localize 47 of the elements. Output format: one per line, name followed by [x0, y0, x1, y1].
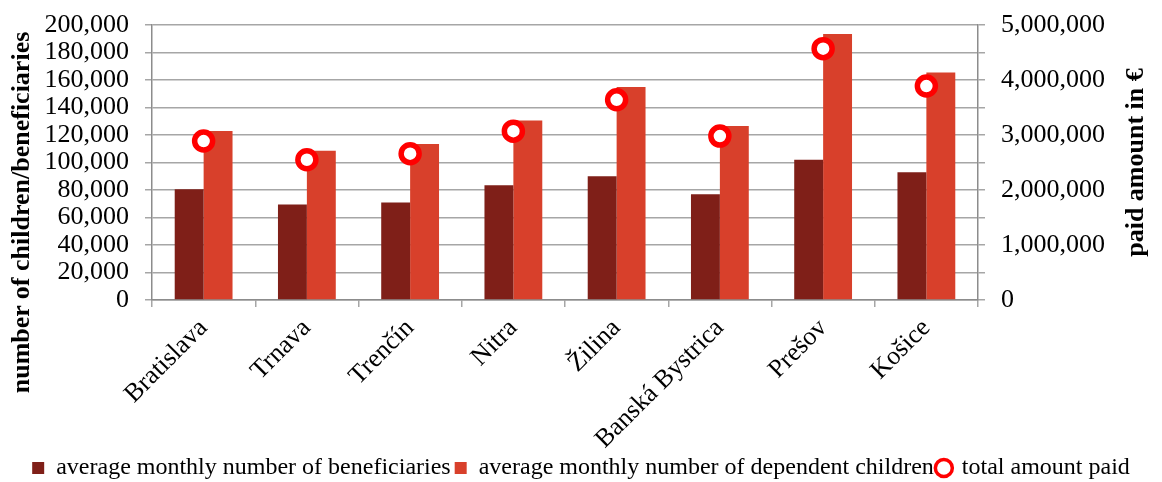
bar	[690, 194, 720, 300]
bar	[587, 176, 617, 300]
bar	[381, 202, 411, 300]
point	[191, 129, 216, 153]
y-tick-label: 180,000	[44, 36, 129, 66]
y-tick-label: 140,000	[44, 91, 129, 121]
y-tick-label: 100,000	[44, 146, 129, 176]
bar	[794, 159, 824, 300]
y-tick-label: 40,000	[57, 228, 129, 258]
y2-axis-title: paid amount in €	[1119, 68, 1149, 257]
bar	[616, 86, 646, 300]
y-tick-label: 160,000	[44, 63, 129, 93]
point	[811, 36, 835, 61]
bar	[897, 172, 927, 300]
bar	[484, 185, 514, 300]
y-tick-label: 0	[116, 283, 129, 313]
point	[604, 88, 629, 112]
y2-tick-label: 1,000,000	[1001, 228, 1105, 258]
y-tick-label: 120,000	[44, 118, 129, 148]
y2-tick-label: 2,000,000	[1001, 173, 1105, 203]
legend-label: average monthly number of dependent children	[478, 453, 934, 480]
point	[398, 141, 422, 166]
bar	[174, 189, 204, 300]
y-tick-label: 80,000	[57, 173, 129, 203]
point	[914, 74, 939, 98]
y-tick-label: 200,000	[44, 8, 129, 38]
bar	[410, 143, 440, 300]
legend-label: total amount paid	[961, 453, 1130, 480]
point	[501, 119, 526, 143]
y2-tick-label: 3,000,000	[1001, 118, 1105, 148]
y2-tick-label: 4,000,000	[1001, 63, 1105, 93]
legend-label: average monthly number of beneficiaries	[56, 453, 451, 480]
bar	[203, 130, 233, 300]
point	[295, 148, 319, 172]
bar	[719, 126, 749, 300]
bar	[926, 72, 956, 300]
point	[708, 124, 732, 148]
y-tick-label: 20,000	[57, 256, 129, 286]
bar	[306, 150, 336, 300]
y-tick-label: 60,000	[57, 201, 129, 231]
y2-tick-label: 5,000,000	[1001, 8, 1105, 38]
bar	[513, 120, 543, 300]
y2-tick-label: 0	[1001, 283, 1014, 313]
bar	[277, 204, 307, 300]
x-tick-label: Nitra	[464, 312, 523, 371]
bar	[823, 33, 853, 300]
y-axis-title: number of children/beneficiaries	[5, 31, 35, 394]
